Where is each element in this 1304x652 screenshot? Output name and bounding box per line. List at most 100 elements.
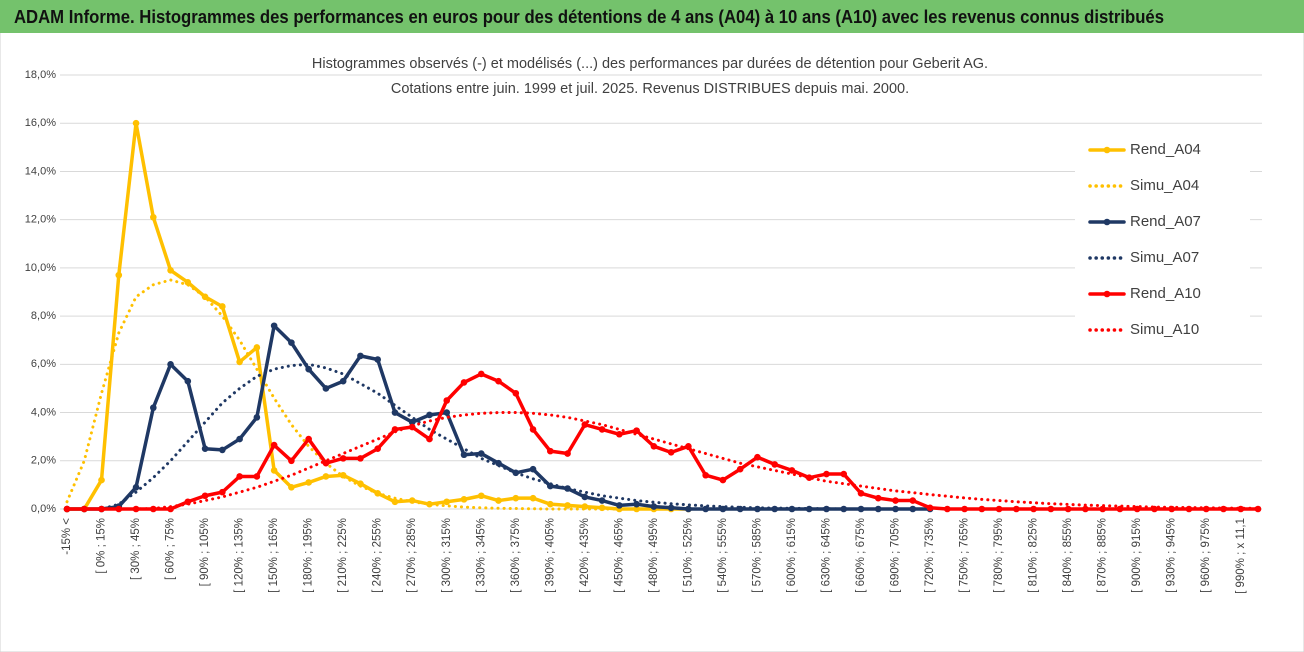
data-point bbox=[978, 505, 986, 513]
x-tick-label: [ 900% ; 915% bbox=[1131, 518, 1143, 593]
x-tick-label: [ 870% ; 885% bbox=[1097, 518, 1109, 593]
data-point bbox=[512, 389, 520, 397]
legend-label: Simu_A07 bbox=[1130, 249, 1199, 266]
x-tick-label: [ 390% ; 405% bbox=[544, 518, 556, 593]
x-tick-label: [ 660% ; 675% bbox=[855, 518, 867, 593]
x-tick-label: [ 540% ; 555% bbox=[717, 518, 729, 593]
data-point bbox=[357, 455, 364, 462]
x-tick-label: [ 360% ; 375% bbox=[510, 518, 522, 593]
data-point bbox=[598, 497, 606, 504]
x-tick-label: [ 750% ; 765% bbox=[959, 518, 971, 593]
data-point bbox=[132, 119, 140, 127]
data-point bbox=[201, 445, 209, 453]
data-point bbox=[305, 435, 312, 443]
data-point bbox=[460, 451, 468, 459]
x-tick-label: [ 450% ; 465% bbox=[613, 518, 625, 593]
data-point bbox=[374, 356, 381, 363]
data-point bbox=[98, 505, 105, 513]
y-tick-label: 10,0% bbox=[25, 262, 56, 274]
x-tick-label: [ 570% ; 585% bbox=[751, 518, 763, 593]
data-point bbox=[339, 377, 347, 385]
x-tick-label: [ 300% ; 315% bbox=[441, 518, 453, 593]
y-tick-label: 2,0% bbox=[31, 455, 56, 467]
data-point bbox=[805, 474, 813, 481]
data-point bbox=[633, 500, 640, 508]
x-tick-label: [ 930% ; 945% bbox=[1166, 518, 1178, 593]
data-point bbox=[460, 379, 468, 386]
data-point bbox=[322, 459, 330, 467]
model-line bbox=[65, 362, 932, 511]
data-point bbox=[547, 447, 554, 455]
legend-label: Rend_A10 bbox=[1130, 285, 1201, 302]
x-tick-label: [ 600% ; 615% bbox=[786, 518, 798, 593]
data-point bbox=[150, 404, 157, 412]
x-tick-label: [ 840% ; 855% bbox=[1062, 518, 1074, 593]
data-point bbox=[477, 370, 485, 378]
data-point bbox=[253, 344, 261, 351]
data-point bbox=[460, 496, 468, 503]
data-point bbox=[253, 414, 261, 421]
x-tick-label: -15% < bbox=[61, 518, 73, 555]
data-point bbox=[564, 450, 571, 457]
data-point bbox=[667, 504, 675, 512]
legend-label: Simu_A10 bbox=[1130, 321, 1199, 338]
data-point bbox=[253, 473, 261, 480]
data-point bbox=[754, 453, 761, 461]
data-point bbox=[495, 497, 502, 504]
x-tick-label: [ 180% ; 195% bbox=[303, 518, 315, 593]
data-point bbox=[840, 505, 848, 513]
x-tick-label: [ 690% ; 705% bbox=[890, 518, 902, 593]
data-point bbox=[339, 455, 347, 462]
data-point bbox=[961, 505, 968, 513]
data-point bbox=[219, 303, 226, 310]
data-point bbox=[1082, 505, 1089, 513]
data-point bbox=[926, 504, 934, 512]
x-tick-label: [ 0% ; 15% bbox=[96, 518, 108, 574]
data-point bbox=[374, 445, 381, 453]
data-point bbox=[167, 267, 174, 274]
x-tick-label: [ 60% ; 75% bbox=[165, 518, 177, 580]
legend-label: Simu_A04 bbox=[1130, 177, 1199, 194]
data-point bbox=[236, 358, 243, 366]
data-point bbox=[944, 505, 951, 513]
data-point bbox=[132, 505, 140, 513]
data-point bbox=[98, 476, 105, 484]
data-point bbox=[512, 494, 520, 502]
x-tick-label: [ 210% ; 225% bbox=[337, 518, 349, 593]
y-tick-label: 18,0% bbox=[25, 69, 56, 81]
data-point bbox=[529, 465, 537, 473]
x-tick-label: [ 420% ; 435% bbox=[579, 518, 591, 593]
legend: Rend_A04 Simu_A04 Rend_A07 Simu_A07 Rend_A10… bbox=[1075, 130, 1250, 348]
data-point bbox=[288, 484, 295, 491]
legend-marker bbox=[1103, 146, 1111, 154]
data-point bbox=[616, 430, 623, 438]
data-point bbox=[909, 505, 917, 513]
data-point bbox=[736, 465, 744, 473]
data-point bbox=[650, 503, 658, 510]
data-point bbox=[1013, 505, 1020, 513]
data-point bbox=[322, 385, 330, 392]
data-point bbox=[426, 411, 433, 419]
data-point bbox=[892, 497, 899, 504]
data-point bbox=[322, 473, 330, 480]
data-point bbox=[357, 352, 364, 360]
legend-box bbox=[1075, 130, 1250, 348]
x-tick-label: [ 630% ; 645% bbox=[821, 518, 833, 593]
y-tick-label: 12,0% bbox=[25, 214, 56, 226]
data-point bbox=[219, 446, 226, 454]
x-tick-label: [ 720% ; 735% bbox=[924, 518, 936, 593]
data-point bbox=[564, 502, 571, 509]
legend-marker bbox=[1103, 218, 1111, 226]
x-tick-label: [ 120% ; 135% bbox=[234, 518, 246, 593]
banner bbox=[0, 0, 1304, 33]
data-point bbox=[788, 467, 796, 474]
x-tick-label: [ 510% ; 525% bbox=[682, 518, 694, 593]
x-tick-label: [ 90% ; 105% bbox=[199, 518, 211, 586]
y-tick-label: 16,0% bbox=[25, 117, 56, 129]
data-point bbox=[823, 470, 830, 478]
grid: 0,0% 2,0% 4,0% 6,0% 8,0% 10,0% 12,0% 14,0% 16,0%… bbox=[25, 69, 1262, 594]
data-point bbox=[443, 498, 451, 506]
x-tick-label: [ 810% ; 825% bbox=[1028, 518, 1040, 593]
model-line bbox=[65, 411, 1260, 511]
